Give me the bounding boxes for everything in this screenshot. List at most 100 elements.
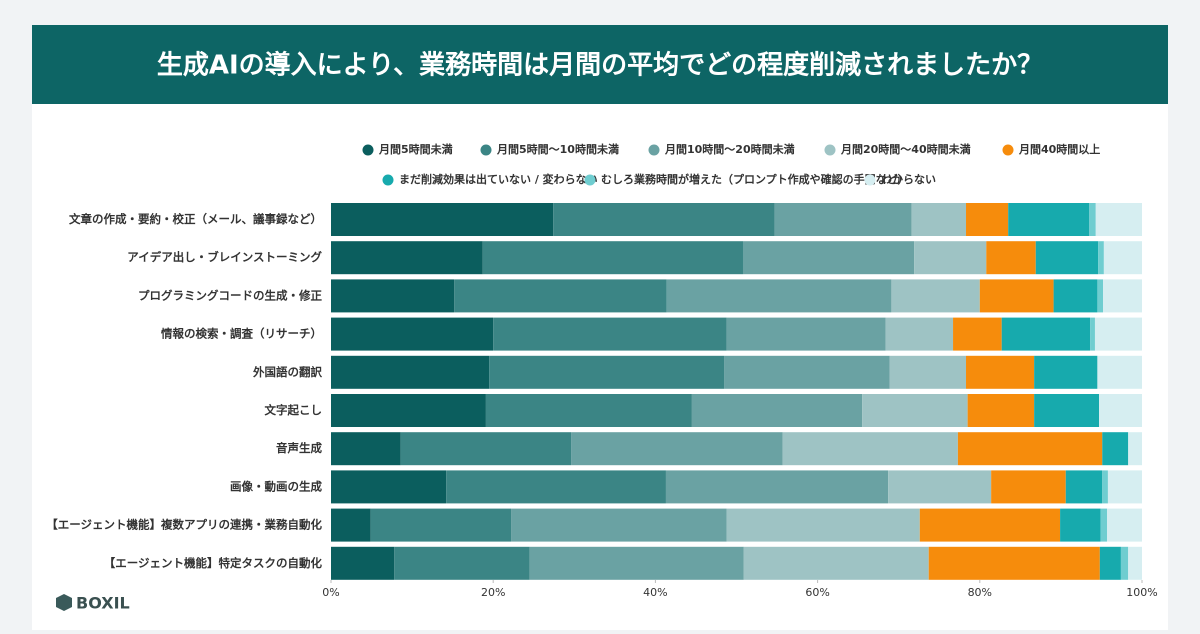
bar-segment <box>691 394 863 427</box>
bar-segment <box>726 317 886 351</box>
legend-swatch <box>648 144 660 156</box>
x-tick-label: 0% <box>322 586 339 599</box>
legend-label: わからない <box>881 173 936 186</box>
bar-segment <box>511 508 727 542</box>
bar-segment <box>529 546 744 580</box>
bar-segment <box>1098 241 1104 275</box>
bar-segment <box>553 203 775 236</box>
legend-label: 月間5時間〜10時間未満 <box>496 142 619 156</box>
x-tick-label: 100% <box>1126 586 1157 599</box>
bar-segment <box>966 203 1009 236</box>
bar-segment <box>1128 432 1142 466</box>
bar-segment <box>665 470 889 504</box>
bar-segment <box>1102 432 1129 466</box>
title-band <box>32 25 1168 104</box>
bar-segment <box>1100 508 1108 542</box>
bar-segment <box>888 470 992 504</box>
bar-segment <box>400 432 572 466</box>
legend-swatch <box>382 174 394 186</box>
bar-segment <box>979 279 1054 313</box>
x-tick-label: 40% <box>643 586 667 599</box>
bar-segment <box>331 355 490 389</box>
legend-label: 月間20時間〜40時間未満 <box>840 142 971 156</box>
legend-label: むしろ業務時間が増えた（プロンプト作成や確認の手間など） <box>601 172 909 186</box>
bar-segment <box>914 241 987 275</box>
logo-icon <box>56 594 72 611</box>
legend-swatch <box>584 174 596 186</box>
bar-segment <box>862 394 968 427</box>
y-tick-label: 【エージェント機能】複数アプリの連携・業務自動化 <box>46 518 322 532</box>
bar-segment <box>1107 508 1142 542</box>
bar-segment <box>1001 317 1091 351</box>
bar-segment <box>891 279 980 313</box>
logo: BOXIL <box>56 594 130 613</box>
bar-segment <box>1090 317 1095 351</box>
bar-segment <box>489 355 725 389</box>
y-tick-label: 【エージェント機能】特定タスクの自動化 <box>104 556 323 570</box>
bar-segment <box>919 508 1061 542</box>
legend-swatch <box>864 174 876 186</box>
bar-segment <box>1034 394 1100 427</box>
bar-segment <box>928 546 1100 580</box>
bar-segment <box>331 432 401 466</box>
bar-segment <box>1097 355 1142 389</box>
y-tick-label: 文章の作成・要約・校正（メール、議事録など） <box>69 212 322 226</box>
brand: BOXIL <box>76 594 130 613</box>
y-tick-label: 音声生成 <box>276 441 322 455</box>
y-tick-label: 文字起こし <box>265 403 323 417</box>
legend-label: まだ削減効果は出ていない / 変わらない <box>399 172 598 186</box>
bar-segment <box>446 470 666 504</box>
bar-segment <box>454 279 667 313</box>
legend-swatch <box>362 144 374 156</box>
bar-segment <box>666 279 892 313</box>
x-tick-label: 20% <box>481 586 505 599</box>
bar-segment <box>331 279 455 313</box>
bar-segment <box>1094 317 1142 351</box>
bar-segment <box>966 355 1035 389</box>
bar-segment <box>394 546 530 580</box>
bar-segment <box>1120 546 1129 580</box>
bar-segment <box>1099 546 1121 580</box>
bar-segment <box>967 394 1035 427</box>
bar-segment <box>1103 279 1142 313</box>
bar-segment <box>782 432 958 466</box>
bar-segment <box>726 508 920 542</box>
y-tick-label: 画像・動画の生成 <box>230 479 322 493</box>
bar-segment <box>1065 470 1103 504</box>
bar-segment <box>1060 508 1101 542</box>
y-tick-label: 外国語の翻訳 <box>252 365 322 379</box>
bar-segment <box>1008 203 1090 236</box>
bar-segment <box>482 241 743 275</box>
bar-segment <box>1103 241 1142 275</box>
legend-label: 月間10時間〜20時間未満 <box>664 142 795 156</box>
bar-segment <box>1099 394 1142 427</box>
bar-segment <box>1097 279 1104 313</box>
legend-label: 月間5時間未満 <box>378 142 453 156</box>
bar-segment <box>485 394 692 427</box>
bar-segment <box>1102 470 1108 504</box>
bar-segment <box>1034 355 1098 389</box>
y-tick-label: 情報の検索・調査（リサーチ） <box>160 327 322 341</box>
bar-segment <box>885 317 954 351</box>
bar-segment <box>331 317 494 351</box>
bar-segment <box>742 241 915 275</box>
bar-segment <box>370 508 512 542</box>
bar-segment <box>743 546 929 580</box>
bar-segment <box>1107 470 1142 504</box>
bar-segment <box>331 546 395 580</box>
bar-segment <box>1035 241 1099 275</box>
bar-segment <box>331 394 486 427</box>
bar-segment <box>953 317 1002 351</box>
bar-segment <box>1128 546 1142 580</box>
bar-segment <box>331 508 371 542</box>
bar-segment <box>991 470 1066 504</box>
bar-segment <box>1053 279 1098 313</box>
bar-segment <box>1095 203 1142 236</box>
bar-segment <box>571 432 783 466</box>
y-tick-label: アイデア出し・ブレインストーミング <box>127 250 322 264</box>
bar-segment <box>957 432 1103 466</box>
bar-segment <box>911 203 967 236</box>
legend-label: 月間40時間以上 <box>1018 142 1100 156</box>
